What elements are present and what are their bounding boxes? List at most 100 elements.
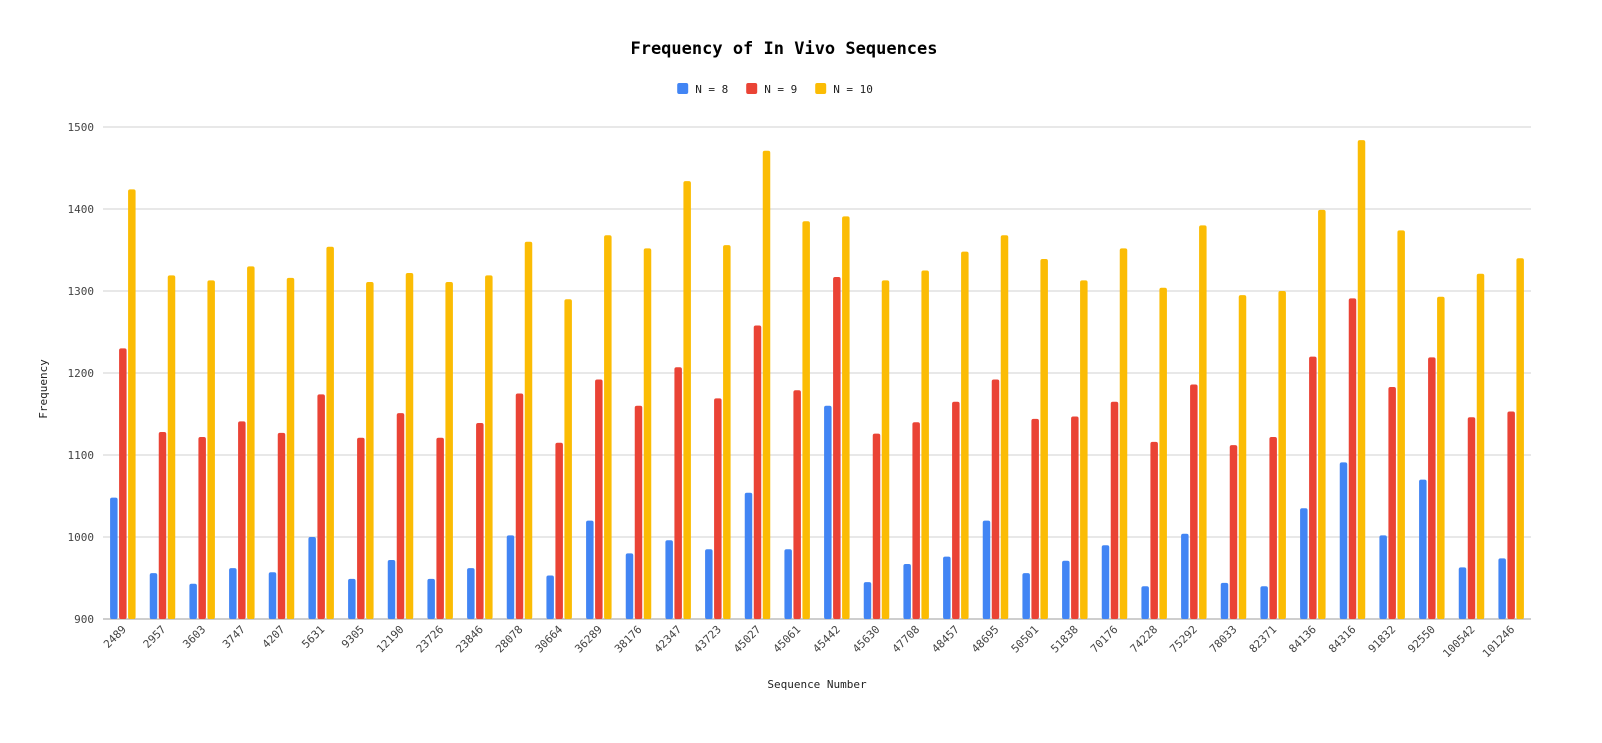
x-tick-label: 28078 — [493, 623, 526, 656]
bar-N10-100542 — [1476, 273, 1485, 619]
bar-N8-51838 — [1062, 560, 1070, 619]
bar-N8-101246 — [1498, 558, 1506, 619]
bar-N10-92550 — [1437, 296, 1445, 619]
bar-N10-3747 — [247, 266, 255, 619]
bar-N8-50501 — [1022, 573, 1030, 619]
bar-N9-51838 — [1071, 416, 1079, 619]
x-tick-label: 84316 — [1326, 623, 1359, 656]
legend-swatch-1 — [746, 83, 758, 94]
bar-N8-84316 — [1339, 462, 1348, 619]
x-tick-label: 4207 — [260, 623, 288, 651]
bar-N9-75292 — [1190, 384, 1198, 619]
bar-N10-2957 — [167, 275, 176, 619]
bar-N8-36289 — [586, 520, 594, 619]
y-axis-label: Frequency — [37, 359, 50, 419]
bar-N9-48457 — [952, 401, 960, 619]
x-tick-label: 2957 — [141, 623, 169, 651]
bar-N9-28078 — [515, 393, 524, 619]
bar-N10-75292 — [1199, 225, 1207, 619]
bar-N8-3747 — [229, 568, 237, 619]
bar-N8-48695 — [982, 520, 991, 619]
legend-label-1: N = 9 — [764, 83, 797, 96]
x-tick-label: 75292 — [1167, 623, 1200, 656]
bar-N9-101246 — [1507, 411, 1515, 619]
y-tick-label: 1100 — [68, 449, 95, 462]
bar-N8-43723 — [705, 549, 713, 619]
bar-N10-47708 — [921, 270, 929, 619]
bar-N9-74228 — [1150, 441, 1158, 619]
bar-N9-38176 — [634, 405, 643, 619]
bar-N9-2489 — [119, 348, 127, 619]
bar-N10-74228 — [1159, 287, 1167, 619]
bar-N8-28078 — [506, 535, 515, 619]
bar-N9-30664 — [555, 442, 563, 619]
bar-N10-36289 — [604, 235, 612, 620]
bar-N10-50501 — [1040, 259, 1048, 619]
x-tick-label: 42347 — [652, 623, 685, 656]
x-tick-label: 5631 — [299, 623, 327, 651]
bar-N9-12190 — [396, 413, 405, 619]
bar-N8-45027 — [744, 492, 753, 619]
x-tick-label: 9305 — [339, 623, 367, 651]
x-tick-label: 3603 — [180, 623, 208, 651]
x-axis-ticks: 2489 2957 3603 3747 4207 5631 9305 12190 23726 23… — [101, 623, 1517, 661]
bar-N8-30664 — [546, 575, 554, 619]
x-tick-label: 45630 — [850, 623, 883, 656]
bar-N8-23726 — [427, 578, 435, 619]
bar-N10-9305 — [366, 281, 374, 619]
x-tick-label: 101246 — [1480, 623, 1517, 660]
bar-N9-23726 — [436, 437, 444, 619]
gridlines — [103, 126, 1531, 620]
bar-N8-92550 — [1419, 479, 1427, 619]
bar-N9-23846 — [476, 423, 484, 619]
bar-N8-78033 — [1220, 582, 1229, 619]
bar-N10-23726 — [445, 281, 453, 619]
bar-N8-2489 — [110, 497, 118, 619]
y-tick-label: 1000 — [68, 531, 95, 544]
bar-N8-5631 — [308, 537, 316, 619]
bar-N10-43723 — [723, 245, 731, 619]
bar-N8-42347 — [665, 540, 673, 619]
y-tick-label: 1300 — [68, 285, 95, 298]
x-tick-label: 47708 — [890, 623, 923, 656]
y-tick-label: 1400 — [68, 203, 95, 216]
x-tick-label: 12190 — [374, 623, 407, 656]
bar-N9-9305 — [357, 437, 365, 619]
bar-N10-91832 — [1397, 230, 1405, 619]
bar-N9-36289 — [595, 379, 603, 619]
x-tick-label: 48695 — [969, 623, 1002, 656]
bar-N10-28078 — [524, 241, 533, 620]
bar-N8-70176 — [1101, 545, 1110, 619]
x-tick-label: 23846 — [453, 623, 486, 656]
bar-N10-2489 — [128, 189, 136, 619]
x-tick-label: 50501 — [1009, 623, 1042, 656]
y-tick-label: 900 — [74, 613, 94, 626]
x-tick-label: 82371 — [1247, 623, 1280, 656]
x-tick-label: 38176 — [612, 623, 645, 656]
bar-N10-78033 — [1238, 295, 1247, 619]
bar-N9-43723 — [714, 398, 722, 619]
bar-N8-75292 — [1181, 533, 1189, 619]
bar-N8-100542 — [1458, 567, 1467, 619]
bar-N8-45630 — [863, 582, 872, 619]
legend-label-2: N = 10 — [833, 83, 873, 96]
bar-N9-100542 — [1467, 417, 1476, 619]
bar-N8-3603 — [189, 583, 197, 619]
x-tick-label: 51838 — [1048, 623, 1081, 656]
bar-N10-84136 — [1318, 209, 1326, 619]
bar-N10-84316 — [1357, 140, 1366, 619]
bar-N10-5631 — [326, 246, 334, 619]
bar-N9-45061 — [793, 390, 801, 619]
x-tick-label: 43723 — [691, 623, 724, 656]
bar-N10-38176 — [643, 248, 652, 620]
bar-N8-23846 — [467, 568, 475, 619]
x-tick-label: 74228 — [1128, 623, 1161, 656]
bar-N9-91832 — [1388, 386, 1396, 619]
bar-N10-3603 — [207, 280, 215, 619]
bar-N9-92550 — [1428, 357, 1436, 619]
bar-N9-70176 — [1110, 401, 1119, 619]
x-tick-label: 91832 — [1366, 623, 1399, 656]
x-tick-label: 30664 — [533, 623, 566, 656]
